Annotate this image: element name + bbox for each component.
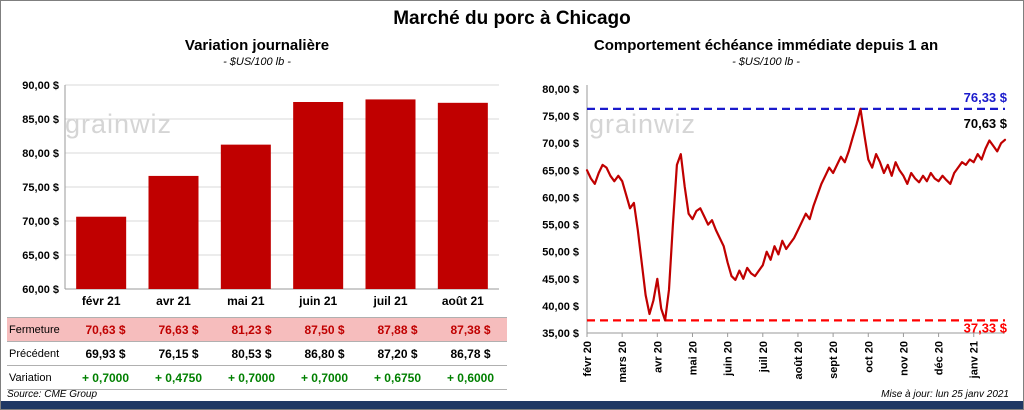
y-axis-label: 65,00 $ bbox=[22, 250, 59, 262]
table-cell: 87,50 $ bbox=[304, 322, 345, 337]
x-axis-label: juil 20 bbox=[758, 341, 770, 373]
y-axis-label: 40,00 $ bbox=[542, 301, 579, 313]
y-axis-label: 85,00 $ bbox=[22, 114, 59, 126]
table-cell: 81,23 $ bbox=[231, 322, 272, 337]
table-cell: 69,93 $ bbox=[85, 346, 126, 361]
grainwiz-watermark: grainwiz bbox=[65, 109, 173, 139]
y-axis-label: 75,00 $ bbox=[542, 111, 579, 123]
y-axis-label: 55,00 $ bbox=[542, 220, 579, 232]
y-axis-label: 35,00 $ bbox=[542, 328, 579, 340]
table-cell: + 0,6750 bbox=[373, 370, 422, 385]
row-label: Fermeture bbox=[9, 323, 60, 336]
table-row-fermeture: Fermeture 70,63 $ 76,63 $ 81,23 $ 87,50 $ 87,… bbox=[7, 317, 507, 341]
x-axis-label: juin 20 bbox=[723, 341, 735, 377]
y-axis-label: 90,00 $ bbox=[22, 80, 59, 92]
x-axis-label: mai 21 bbox=[227, 294, 265, 308]
price-line bbox=[585, 107, 1007, 322]
bar-chart-title: Variation journalière bbox=[184, 37, 330, 54]
bar bbox=[365, 99, 416, 289]
bar bbox=[437, 102, 488, 289]
high-marker-label: 76,33 $ bbox=[964, 90, 1008, 105]
y-axis-label: 65,00 $ bbox=[542, 165, 579, 177]
y-axis-label: 80,00 $ bbox=[22, 148, 59, 160]
x-axis-label: juin 21 bbox=[298, 294, 337, 308]
last-price-label: 70,63 $ bbox=[964, 116, 1008, 131]
table-cell: + 0,7000 bbox=[300, 370, 349, 385]
low-marker-label: 37,33 $ bbox=[964, 320, 1008, 335]
x-axis-label: oct 20 bbox=[863, 341, 875, 373]
x-axis-label: août 21 bbox=[442, 294, 484, 308]
row-label: Variation bbox=[9, 371, 52, 384]
table-cell: 87,20 $ bbox=[377, 346, 418, 361]
x-axis-label: juil 21 bbox=[372, 294, 407, 308]
x-axis-label: mars 20 bbox=[617, 341, 629, 383]
table-cell: 87,88 $ bbox=[377, 322, 418, 337]
table-cell: 76,63 $ bbox=[158, 322, 199, 337]
update-note: Mise à jour: lun 25 janv 2021 bbox=[881, 389, 1009, 400]
table-cell: 87,38 $ bbox=[450, 322, 491, 337]
table-cell: 86,80 $ bbox=[304, 346, 345, 361]
table-row-variation: Variation + 0,7000 + 0,4750 + 0,7000 + 0,700… bbox=[7, 365, 507, 390]
line-chart: 35,00 $ 40,00 $ 45,00 $ 50,00 $ 55,00 $ 60,00… bbox=[542, 84, 1008, 383]
y-axis-label: 70,00 $ bbox=[22, 216, 59, 228]
source-note: Source: CME Group bbox=[7, 389, 98, 400]
x-axis-label: mai 20 bbox=[687, 341, 699, 375]
table-cell: + 0,4750 bbox=[154, 370, 203, 385]
bottom-strip bbox=[1, 401, 1023, 409]
bar bbox=[76, 216, 127, 289]
bar bbox=[148, 175, 199, 289]
table-cell: 86,78 $ bbox=[450, 346, 491, 361]
x-axis-label: nov 20 bbox=[898, 341, 910, 376]
x-axis-label: févr 20 bbox=[582, 341, 594, 376]
grainwiz-watermark: grainwiz bbox=[589, 109, 697, 139]
y-axis-label: 70,00 $ bbox=[542, 138, 579, 150]
table-cell: 76,15 $ bbox=[158, 346, 199, 361]
price-table: Fermeture 70,63 $ 76,63 $ 81,23 $ 87,50 $ 87,… bbox=[7, 317, 507, 390]
bar bbox=[293, 102, 344, 289]
bar-chart-subtitle: - $US/100 lb - bbox=[223, 56, 291, 68]
y-axis-label: 60,00 $ bbox=[542, 192, 579, 204]
daily-variation-panel: Variation journalière - $US/100 lb - gra… bbox=[7, 37, 507, 400]
bar-chart: 60,00 $ 65,00 $ 70,00 $ 75,00 $ 80,00 $ 85,00… bbox=[22, 80, 499, 308]
line-chart-subtitle: - $US/100 lb - bbox=[732, 56, 800, 68]
table-cell: + 0,7000 bbox=[81, 370, 130, 385]
x-axis-label: avr 20 bbox=[652, 341, 664, 373]
table-cell: + 0,6000 bbox=[446, 370, 495, 385]
x-axis-label: avr 21 bbox=[156, 294, 191, 308]
table-row-precedent: Précédent 69,93 $ 76,15 $ 80,53 $ 86,80 $ 87,… bbox=[7, 341, 507, 365]
row-label: Précédent bbox=[9, 347, 60, 360]
y-axis-label: 50,00 $ bbox=[542, 247, 579, 259]
page-title: Marché du porc à Chicago bbox=[393, 8, 631, 29]
x-axis-label: janv 21 bbox=[969, 341, 981, 379]
table-cell: 70,63 $ bbox=[85, 322, 126, 337]
y-axis-label: 60,00 $ bbox=[22, 284, 59, 296]
x-axis-label: août 20 bbox=[793, 341, 805, 380]
x-axis-label: déc 20 bbox=[934, 341, 946, 375]
y-axis-label: 75,00 $ bbox=[22, 182, 59, 194]
y-axis-label: 80,00 $ bbox=[542, 84, 579, 96]
table-cell: + 0,7000 bbox=[227, 370, 276, 385]
line-chart-title: Comportement échéance immédiate depuis 1… bbox=[593, 37, 939, 54]
year-trend-panel: Comportement échéance immédiate depuis 1… bbox=[513, 37, 1019, 403]
bar bbox=[220, 144, 271, 289]
x-axis-label: sept 20 bbox=[828, 341, 840, 379]
y-axis-label: 45,00 $ bbox=[542, 274, 579, 286]
x-axis-label: févr 21 bbox=[82, 294, 121, 308]
table-cell: 80,53 $ bbox=[231, 346, 272, 361]
